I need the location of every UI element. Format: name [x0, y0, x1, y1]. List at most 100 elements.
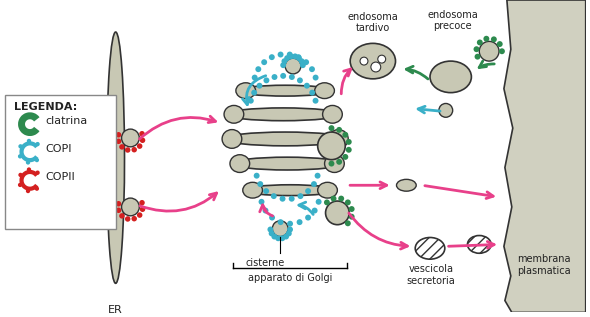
Circle shape [267, 227, 273, 232]
Text: membrana
plasmatica: membrana plasmatica [517, 254, 571, 276]
Circle shape [329, 125, 335, 131]
Text: COPII: COPII [45, 172, 76, 182]
Circle shape [268, 230, 274, 236]
Circle shape [336, 127, 342, 133]
Circle shape [264, 77, 270, 83]
Circle shape [313, 74, 319, 81]
Circle shape [27, 167, 31, 172]
Circle shape [140, 206, 145, 212]
Circle shape [309, 66, 315, 72]
Circle shape [345, 220, 351, 226]
Circle shape [278, 219, 284, 225]
Circle shape [313, 98, 319, 104]
FancyArrowPatch shape [140, 193, 217, 211]
Circle shape [139, 131, 145, 137]
Circle shape [26, 160, 30, 165]
Circle shape [311, 181, 317, 187]
Circle shape [499, 48, 505, 54]
Circle shape [297, 219, 303, 225]
Ellipse shape [323, 106, 342, 123]
Circle shape [303, 59, 309, 65]
Circle shape [287, 52, 293, 57]
Circle shape [258, 199, 264, 205]
Circle shape [263, 208, 268, 214]
Circle shape [18, 183, 22, 187]
Circle shape [261, 59, 267, 65]
Ellipse shape [350, 43, 395, 79]
Circle shape [284, 55, 290, 61]
Circle shape [116, 201, 122, 206]
Text: clatrina: clatrina [45, 116, 88, 126]
FancyArrowPatch shape [341, 69, 351, 94]
Circle shape [289, 196, 294, 202]
Circle shape [474, 46, 480, 52]
Circle shape [125, 147, 130, 153]
Text: COPI: COPI [45, 144, 72, 154]
Circle shape [342, 154, 348, 160]
Circle shape [271, 234, 277, 240]
Circle shape [304, 83, 310, 89]
Ellipse shape [224, 106, 244, 123]
Circle shape [18, 173, 22, 177]
Circle shape [119, 213, 124, 219]
Circle shape [371, 62, 381, 72]
FancyArrowPatch shape [242, 76, 266, 105]
Ellipse shape [396, 179, 416, 191]
Circle shape [479, 42, 499, 61]
Circle shape [248, 98, 254, 104]
Circle shape [18, 154, 22, 158]
Circle shape [254, 173, 260, 179]
Circle shape [255, 66, 261, 72]
FancyArrowPatch shape [448, 242, 494, 248]
Circle shape [283, 234, 289, 240]
Circle shape [257, 181, 263, 187]
FancyArrowPatch shape [139, 116, 215, 139]
Circle shape [309, 90, 315, 96]
Circle shape [360, 57, 368, 65]
Ellipse shape [430, 61, 471, 93]
Circle shape [297, 77, 303, 83]
Circle shape [349, 206, 355, 212]
Circle shape [314, 173, 320, 179]
Circle shape [316, 199, 322, 205]
FancyBboxPatch shape [5, 94, 116, 229]
Circle shape [330, 196, 336, 202]
FancyArrowPatch shape [299, 202, 313, 215]
Circle shape [140, 138, 145, 143]
Circle shape [491, 36, 497, 42]
Circle shape [296, 55, 302, 61]
Ellipse shape [245, 185, 335, 196]
Circle shape [26, 189, 30, 193]
Circle shape [122, 198, 139, 216]
FancyArrowPatch shape [349, 213, 407, 249]
Ellipse shape [242, 182, 263, 198]
Circle shape [296, 54, 301, 60]
Circle shape [305, 188, 311, 194]
Circle shape [119, 144, 124, 150]
Circle shape [439, 103, 453, 117]
Circle shape [287, 221, 293, 227]
Circle shape [35, 171, 40, 175]
Circle shape [345, 199, 351, 205]
Circle shape [329, 161, 335, 166]
Circle shape [280, 196, 286, 202]
Circle shape [346, 139, 352, 145]
Circle shape [273, 221, 288, 236]
Circle shape [497, 41, 503, 47]
Circle shape [483, 36, 489, 42]
Circle shape [252, 74, 258, 81]
Circle shape [285, 58, 301, 74]
Circle shape [137, 143, 142, 149]
FancyArrowPatch shape [260, 205, 273, 216]
Circle shape [281, 58, 287, 64]
Circle shape [269, 215, 275, 221]
Text: LEGENDA:: LEGENDA: [14, 102, 77, 113]
Circle shape [312, 208, 317, 214]
Circle shape [122, 129, 139, 147]
Text: endosoma
precoce: endosoma precoce [427, 10, 478, 31]
FancyArrowPatch shape [350, 182, 386, 189]
Circle shape [35, 142, 40, 146]
FancyArrowPatch shape [418, 106, 440, 113]
Circle shape [336, 159, 342, 165]
Ellipse shape [230, 155, 250, 172]
